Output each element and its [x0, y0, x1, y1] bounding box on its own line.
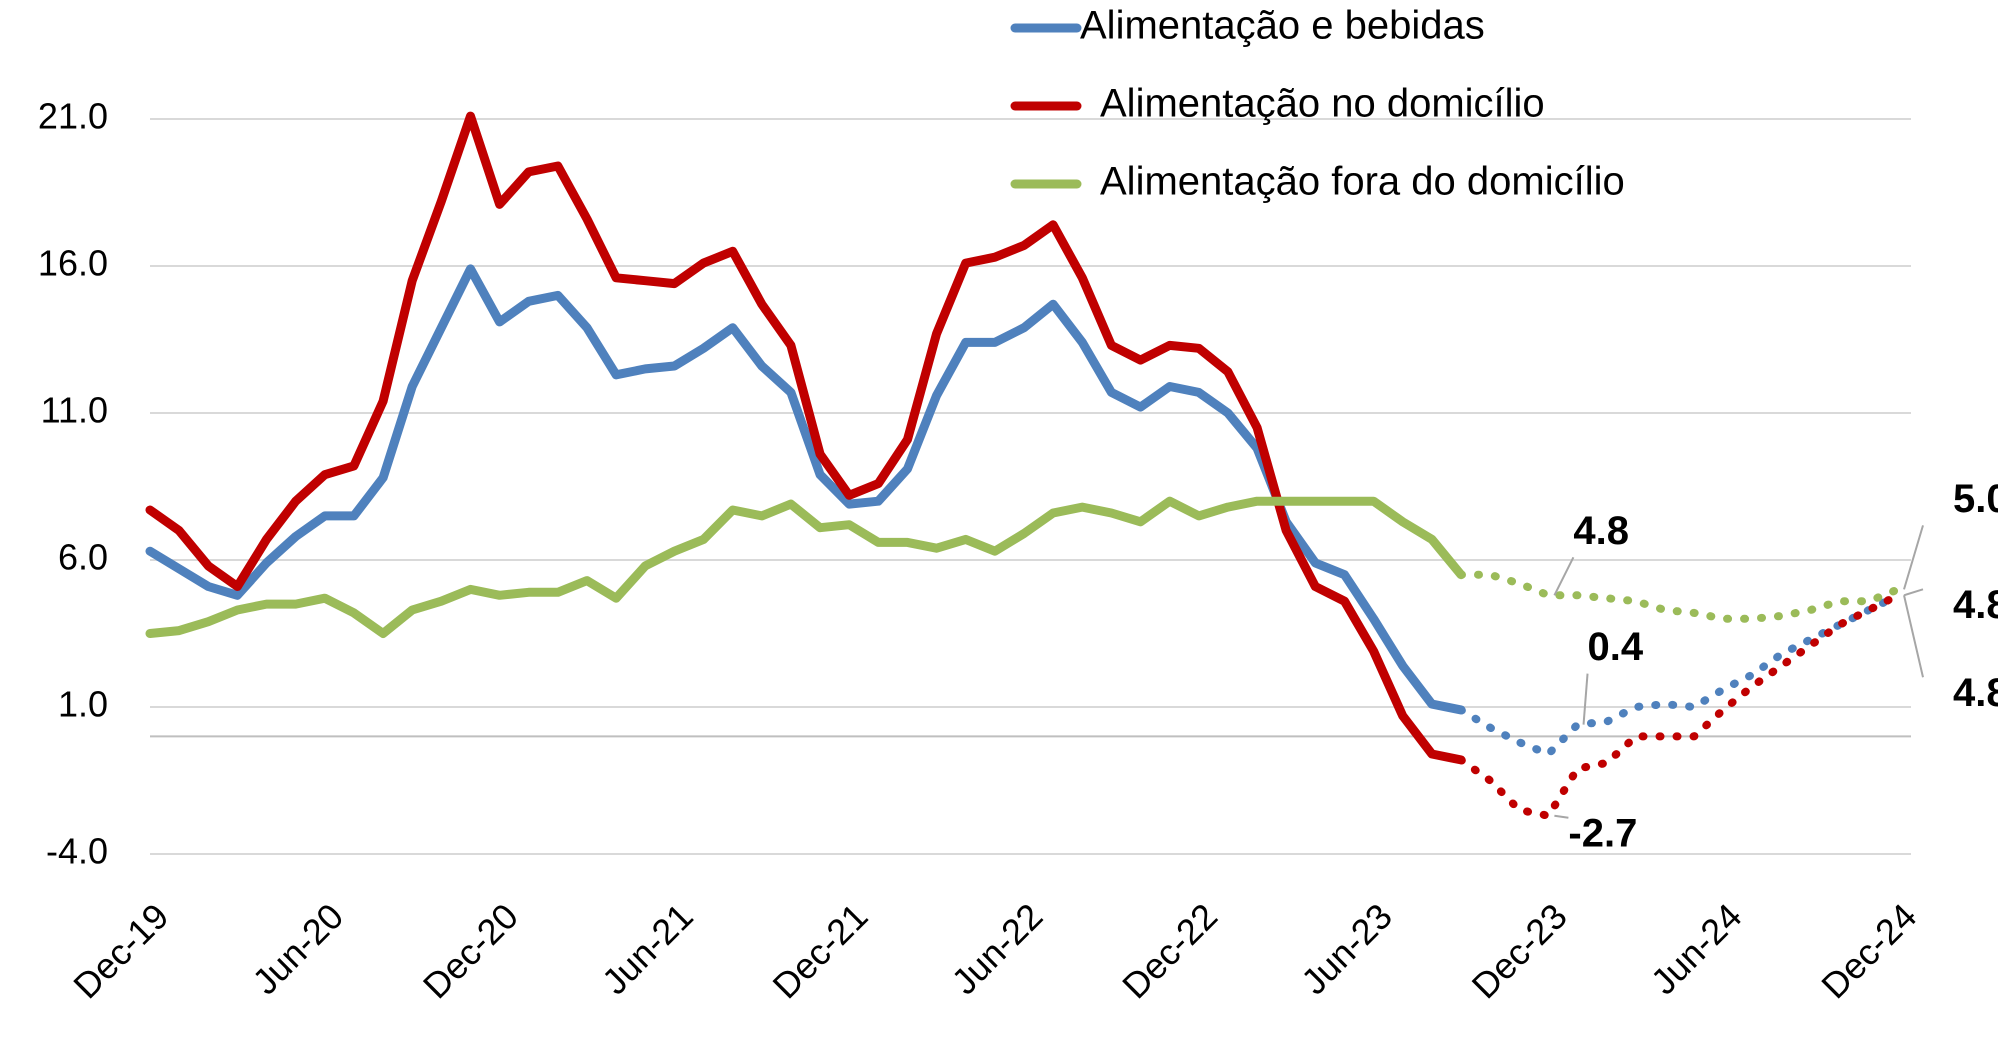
x-tick-label: Dec-20	[415, 895, 526, 1006]
y-tick-label: -4.0	[46, 831, 108, 872]
y-tick-label: 11.0	[41, 390, 108, 431]
y-tick-label: 21.0	[38, 96, 108, 137]
y-tick-label: 6.0	[58, 537, 108, 578]
label-leader	[1903, 595, 1924, 678]
x-tick-label: Jun-24	[1643, 895, 1750, 1002]
x-tick-label: Jun-22	[944, 895, 1051, 1002]
series-line	[145, 111, 1466, 765]
series-line-dotted	[1457, 591, 1902, 758]
label-leader	[1553, 556, 1575, 596]
legend-label: Alimentação no domicílio	[1100, 82, 1545, 126]
data-label: 4.8	[1573, 509, 1629, 553]
legend-label: Alimentação e bebidas	[1080, 4, 1485, 48]
x-tick-label: Dec-22	[1114, 895, 1225, 1006]
x-tick-label: Jun-21	[594, 895, 701, 1002]
x-tick-label: Dec-24	[1813, 895, 1924, 1006]
series-line-dotted	[1457, 591, 1902, 820]
x-tick-label: Dec-23	[1464, 895, 1575, 1006]
x-tick-label: Jun-20	[244, 895, 351, 1002]
series-line	[145, 264, 1466, 715]
data-label: 5.0	[1953, 477, 1998, 521]
y-tick-label: 16.0	[38, 243, 108, 284]
data-label: 4.8	[1953, 671, 1998, 715]
x-tick-label: Dec-19	[65, 895, 176, 1006]
label-leader	[1903, 525, 1924, 590]
x-tick-label: Dec-21	[765, 895, 876, 1006]
y-tick-label: 1.0	[58, 684, 108, 725]
data-label: 4.8	[1953, 583, 1998, 627]
label-leader	[1554, 814, 1569, 819]
series-line-dotted	[1457, 570, 1902, 623]
data-label: -2.7	[1568, 811, 1637, 855]
data-label: 0.4	[1588, 625, 1644, 669]
label-leader	[1582, 673, 1589, 725]
series-line	[145, 496, 1466, 638]
x-tick-label: Jun-23	[1293, 895, 1400, 1002]
label-leader	[1903, 588, 1924, 597]
legend-label: Alimentação fora do domicílio	[1100, 160, 1625, 204]
